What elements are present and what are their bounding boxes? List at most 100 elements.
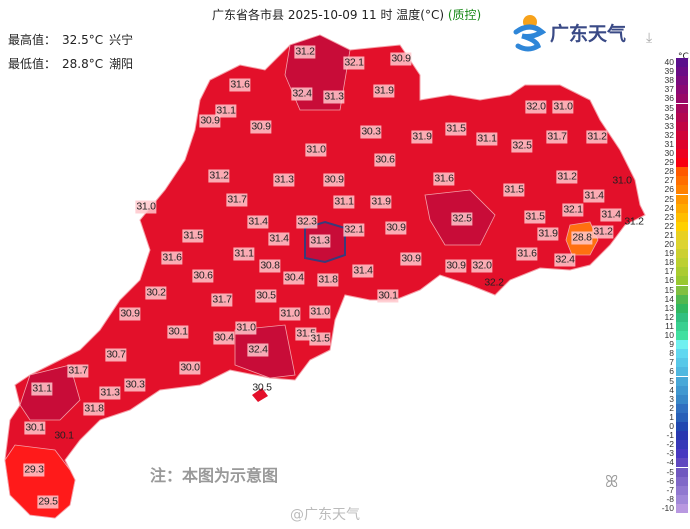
legend-swatch [676, 221, 688, 231]
legend-item: 39 [652, 66, 688, 77]
legend-label: -3 [666, 448, 674, 459]
legend-swatch [676, 331, 688, 341]
value-label: 32.4 [291, 87, 313, 101]
legend-swatch [676, 121, 688, 131]
legend-swatch [676, 194, 688, 204]
legend-swatch [676, 340, 688, 350]
legend-swatch [676, 185, 688, 195]
value-label: 30.9 [400, 252, 422, 266]
value-label: 31.0 [305, 143, 327, 157]
legend-swatch [676, 267, 688, 277]
legend-label: 4 [669, 384, 674, 395]
legend-swatch [676, 367, 688, 377]
legend-swatch [676, 158, 688, 168]
legend-label: 26 [664, 184, 674, 195]
legend-label: 38 [664, 75, 674, 86]
legend-swatch [676, 385, 688, 395]
legend-label: 25 [664, 193, 674, 204]
legend-item: -1 [652, 430, 688, 441]
legend-item: -10 [652, 503, 688, 513]
legend-label: 19 [664, 248, 674, 259]
qc-label: (质控) [447, 8, 482, 22]
legend-item: 8 [652, 348, 688, 359]
value-label: 31.6 [229, 78, 251, 92]
legend-label: 30 [664, 148, 674, 158]
legend-swatch [676, 167, 688, 177]
island-nanao [252, 388, 268, 402]
value-label: 30.9 [119, 307, 141, 321]
value-label: 30.9 [385, 221, 407, 235]
logo-text: 广东天气 [550, 22, 627, 45]
legend-label: 2 [669, 402, 674, 413]
value-label: 31.2 [592, 225, 614, 239]
legend-swatch [676, 103, 688, 113]
value-label: 31.2 [208, 169, 230, 183]
value-label: 31.2 [556, 170, 578, 184]
value-label: 31.7 [226, 193, 248, 207]
value-label: 30.4 [213, 331, 235, 345]
value-label: 30.9 [390, 52, 412, 66]
legend-swatch [676, 249, 688, 259]
value-label: 29.3 [23, 463, 45, 477]
legend-item: -8 [652, 494, 688, 504]
value-label: 31.5 [309, 332, 331, 346]
value-label: 31.2 [624, 215, 644, 228]
value-label: 31.4 [352, 264, 374, 278]
value-label: 31.4 [600, 208, 622, 222]
value-label: 30.0 [179, 361, 201, 375]
legend-swatch [676, 449, 688, 459]
legend-swatch [676, 212, 688, 222]
legend-item: 33 [652, 121, 688, 131]
legend-label: 27 [664, 175, 674, 186]
legend-label: 32 [664, 129, 674, 140]
value-label: 30.6 [374, 153, 396, 167]
value-label: 31.6 [433, 172, 455, 186]
legend-swatch [676, 440, 688, 450]
legend-label: 10 [664, 330, 674, 340]
legend-item: 16 [652, 275, 688, 286]
legend-swatch [676, 130, 688, 140]
legend-item: -4 [652, 457, 688, 468]
value-label: 30.3 [360, 125, 382, 139]
value-label: 32.5 [511, 139, 533, 153]
legend-swatch [676, 94, 688, 104]
legend-swatch [676, 112, 688, 122]
value-label: 30.6 [192, 269, 214, 283]
legend-swatch [676, 321, 688, 331]
legend-label: 0 [669, 421, 674, 431]
legend-swatch [676, 67, 688, 77]
legend-item: 9 [652, 339, 688, 350]
legend-label: 1 [669, 411, 674, 422]
legend-label: 11 [665, 320, 674, 331]
value-label: 32.3 [296, 215, 318, 229]
legend-label: 16 [664, 275, 674, 286]
value-label: 31.5 [524, 210, 546, 224]
legend-item: -3 [652, 448, 688, 459]
legend-swatch [676, 176, 688, 186]
value-label: 31.8 [317, 273, 339, 287]
legend-label: -5 [666, 466, 674, 477]
legend-swatch [676, 258, 688, 268]
value-label: 30.8 [259, 259, 281, 273]
value-label: 31.8 [83, 402, 105, 416]
legend-item: 30 [652, 148, 688, 159]
legend-label: 17 [664, 266, 674, 277]
legend-item: 11 [652, 320, 688, 331]
value-label: 32.1 [343, 56, 365, 70]
value-label: 28.8 [571, 231, 593, 245]
legend-swatch [676, 394, 688, 404]
value-label: 31.6 [516, 247, 538, 261]
legend-item: 25 [652, 193, 688, 204]
legend-swatch [676, 76, 688, 86]
legend-label: 40 [664, 57, 674, 67]
disclaimer-note: 注：本图为示意图 [150, 466, 279, 485]
legend-swatch [676, 203, 688, 213]
legend-label: 18 [664, 257, 674, 268]
legend-label: 9 [669, 339, 674, 350]
download-icon[interactable]: ⤓ [646, 30, 653, 46]
legend-label: 7 [669, 357, 674, 368]
value-label: 30.1 [54, 429, 74, 442]
legend-item: 37 [652, 84, 688, 95]
